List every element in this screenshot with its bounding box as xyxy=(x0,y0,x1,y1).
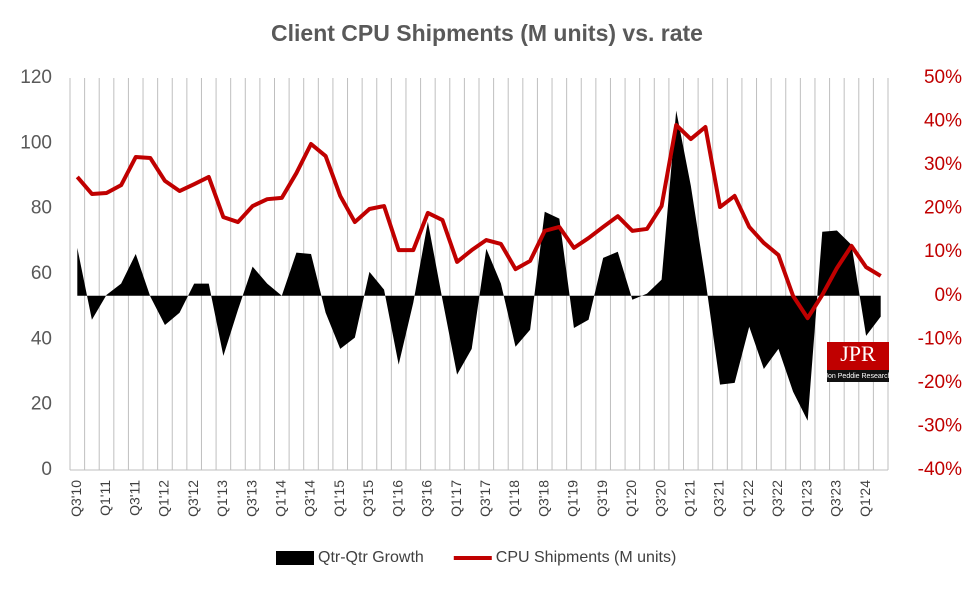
x-tick-label: Q1'18 xyxy=(506,480,522,517)
x-tick-label: Q3'16 xyxy=(419,480,435,517)
y2-tick-label: 30% xyxy=(924,154,962,175)
y2-tick-label: 40% xyxy=(924,111,962,132)
y-tick-label: 0 xyxy=(41,459,52,480)
x-tick-label: Q3'23 xyxy=(828,480,844,517)
y2-tick-label: -10% xyxy=(918,328,962,349)
logo-text: JPR xyxy=(840,341,876,366)
x-tick-label: Q3'10 xyxy=(68,480,84,517)
logo-subtitle: Jon Peddie Research xyxy=(825,373,892,380)
x-tick-label: Q1'11 xyxy=(97,480,113,516)
y2-tick-label: 0% xyxy=(935,285,963,306)
y2-tick-label: 10% xyxy=(924,241,962,262)
x-tick-label: Q1'20 xyxy=(623,480,639,517)
y-tick-label: 80 xyxy=(31,198,52,219)
y-tick-label: 60 xyxy=(31,263,52,284)
x-tick-label: Q3'22 xyxy=(769,480,785,517)
x-tick-label: Q3'11 xyxy=(126,480,142,516)
x-tick-label: Q3'20 xyxy=(652,480,668,517)
x-tick-label: Q1'13 xyxy=(214,480,230,517)
area xyxy=(77,110,881,421)
y-tick-label: 20 xyxy=(31,394,52,415)
y-tick-label: 120 xyxy=(20,67,52,88)
x-tick-label: Q1'23 xyxy=(798,480,814,517)
y2-tick-label: 50% xyxy=(924,67,962,88)
x-tick-label: Q3'15 xyxy=(360,480,376,517)
x-tick-label: Q1'16 xyxy=(389,480,405,517)
line xyxy=(75,123,882,321)
y-tick-label: 100 xyxy=(20,132,52,153)
y2-tick-label: -40% xyxy=(918,459,962,480)
x-tick-label: Q3'14 xyxy=(302,480,318,517)
legend-label: Qtr-Qtr Growth xyxy=(318,549,424,566)
y2-tick-label: -20% xyxy=(918,372,962,393)
x-tick-label: Q3'19 xyxy=(594,480,610,517)
x-tick-label: Q3'12 xyxy=(185,480,201,517)
x-tick-label: Q3'18 xyxy=(535,480,551,517)
x-tick-label: Q1'21 xyxy=(682,480,698,517)
x-tick-label: Q1'24 xyxy=(857,480,873,517)
x-tick-label: Q1'17 xyxy=(448,480,464,517)
x-tick-label: Q3'13 xyxy=(243,480,259,517)
x-tick-label: Q3'21 xyxy=(711,480,727,517)
x-tick-label: Q1'15 xyxy=(331,480,347,517)
y-tick-label: 40 xyxy=(31,328,52,349)
x-tick-label: Q3'17 xyxy=(477,480,493,517)
x-tick-label: Q1'22 xyxy=(740,480,756,517)
logo-band xyxy=(827,370,889,382)
y2-tick-label: -30% xyxy=(918,415,962,436)
x-tick-label: Q1'19 xyxy=(565,480,581,517)
legend-swatch xyxy=(276,551,314,565)
logo: JPR Jon Peddie Research xyxy=(825,341,892,382)
y2-tick-label: 20% xyxy=(924,198,962,219)
legend-label: CPU Shipments (M units) xyxy=(496,549,677,566)
chart-title: Client CPU Shipments (M units) vs. rate xyxy=(271,20,703,46)
x-tick-label: Q1'14 xyxy=(273,480,289,517)
x-tick-label: Q1'12 xyxy=(156,480,172,517)
